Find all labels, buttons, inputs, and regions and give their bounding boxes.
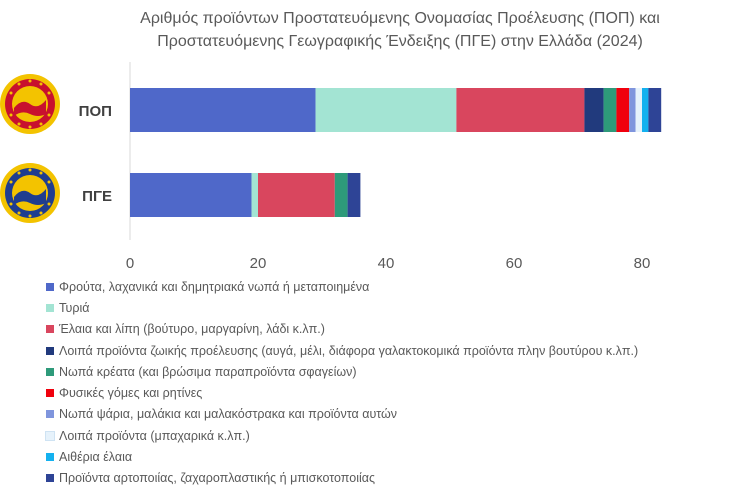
pgi-logo-stars	[9, 168, 51, 218]
legend-label: Φρούτα, λαχανικά και δημητριακά νωπά ή μ…	[59, 279, 370, 294]
legend-item: Τυριά	[46, 297, 726, 318]
legend-label: Νωπά ψάρια, μαλάκια και μαλακόστρακα και…	[59, 407, 398, 422]
bar-pdo-series-4	[584, 88, 604, 132]
legend-label: Νωπά κρέατα (και βρώσιμα παραπροϊόντα σφ…	[59, 364, 357, 379]
pdo-logo	[0, 74, 60, 134]
legend-item: Προϊόντα αρτοποιίας, ζαχαροπλαστικής ή μ…	[46, 468, 726, 489]
pdo-logo-fields	[14, 100, 46, 116]
bar-pgi-series-10	[347, 173, 361, 217]
bar-pdo-series-1	[130, 88, 316, 132]
legend-swatch	[46, 325, 54, 334]
bar-pgi-series-3	[258, 173, 335, 217]
legend-item: Φρούτα, λαχανικά και δημητριακά νωπά ή μ…	[46, 276, 726, 297]
legend-item: Λοιπά προϊόντα (μπαχαρικά κ.λπ.)	[45, 425, 726, 446]
legend-swatch	[46, 453, 54, 462]
x-tick-label: 0	[126, 255, 134, 272]
bar-pdo-series-5	[603, 88, 617, 132]
legend-label: Τυριά	[59, 300, 90, 315]
legend-swatch	[46, 389, 54, 398]
x-tick-label: 60	[506, 255, 523, 272]
legend-item: Φυσικές γόμες και ρητίνες	[46, 382, 726, 403]
legend-item: Νωπά ψάρια, μαλάκια και μαλακόστρακα και…	[46, 404, 726, 425]
category-label-pdo: ΠΟΠ	[79, 103, 112, 120]
bar-pdo-series-9	[642, 88, 649, 132]
bar-pdo-series-10	[648, 88, 662, 132]
legend-label: Προϊόντα αρτοποιίας, ζαχαροπλαστικής ή μ…	[59, 471, 376, 486]
legend-label: Αιθέρια έλαια	[59, 450, 133, 465]
bar-pdo-series-2	[315, 88, 457, 132]
pgi-logo	[0, 163, 60, 223]
bar-pgi-series-5	[334, 173, 348, 217]
legend-label: Έλαια και λίπη (βούτυρο, μαργαρίνη, λάδι…	[59, 322, 325, 337]
bar-pdo-series-6	[616, 88, 630, 132]
legend-swatch	[46, 367, 54, 376]
legend-swatch	[46, 346, 54, 355]
x-tick-label: 80	[634, 255, 651, 272]
legend-swatch	[46, 474, 54, 483]
legend-swatch	[45, 430, 55, 441]
legend-item: Έλαια και λίπη (βούτυρο, μαργαρίνη, λάδι…	[46, 319, 726, 340]
legend-swatch	[46, 410, 54, 419]
bar-pdo-series-3	[456, 88, 585, 132]
pgi-logo-fields	[14, 189, 46, 205]
chart-title-line-1: Αριθμός προϊόντων Προστατευόμενης Ονομασ…	[140, 10, 660, 27]
legend: Φρούτα, λαχανικά και δημητριακά νωπά ή μ…	[45, 276, 726, 489]
bar-pdo-series-7	[629, 88, 636, 132]
legend-swatch	[46, 282, 54, 291]
legend-swatch	[46, 303, 54, 312]
legend-label: Λοιπά προϊόντα (μπαχαρικά κ.λπ.)	[59, 428, 250, 443]
category-label-pgi: ΠΓΕ	[82, 188, 112, 205]
legend-label: Λοιπά προϊόντα ζωικής προέλευσης (αυγά, …	[59, 343, 639, 358]
x-tick-label: 40	[378, 255, 395, 272]
bar-pgi-series-2	[251, 173, 258, 217]
legend-label: Φυσικές γόμες και ρητίνες	[59, 386, 203, 401]
x-tick-label: 20	[250, 255, 267, 272]
legend-item: Λοιπά προϊόντα ζωικής προέλευσης (αυγά, …	[46, 340, 726, 361]
chart-title-line-2: Προστατευόμενης Γεωγραφικής Ένδειξης (ΠΓ…	[157, 33, 643, 50]
legend-item: Αιθέρια έλαια	[46, 446, 726, 467]
plot-area: ΠΟΠ ΠΓΕ 0 20 40 60 80	[79, 62, 662, 272]
bar-pgi-series-1	[130, 173, 252, 217]
bar-pdo-series-8	[635, 88, 642, 132]
legend-item: Νωπά κρέατα (και βρώσιμα παραπροϊόντα σφ…	[46, 361, 726, 382]
pdo-logo-stars	[9, 79, 51, 129]
